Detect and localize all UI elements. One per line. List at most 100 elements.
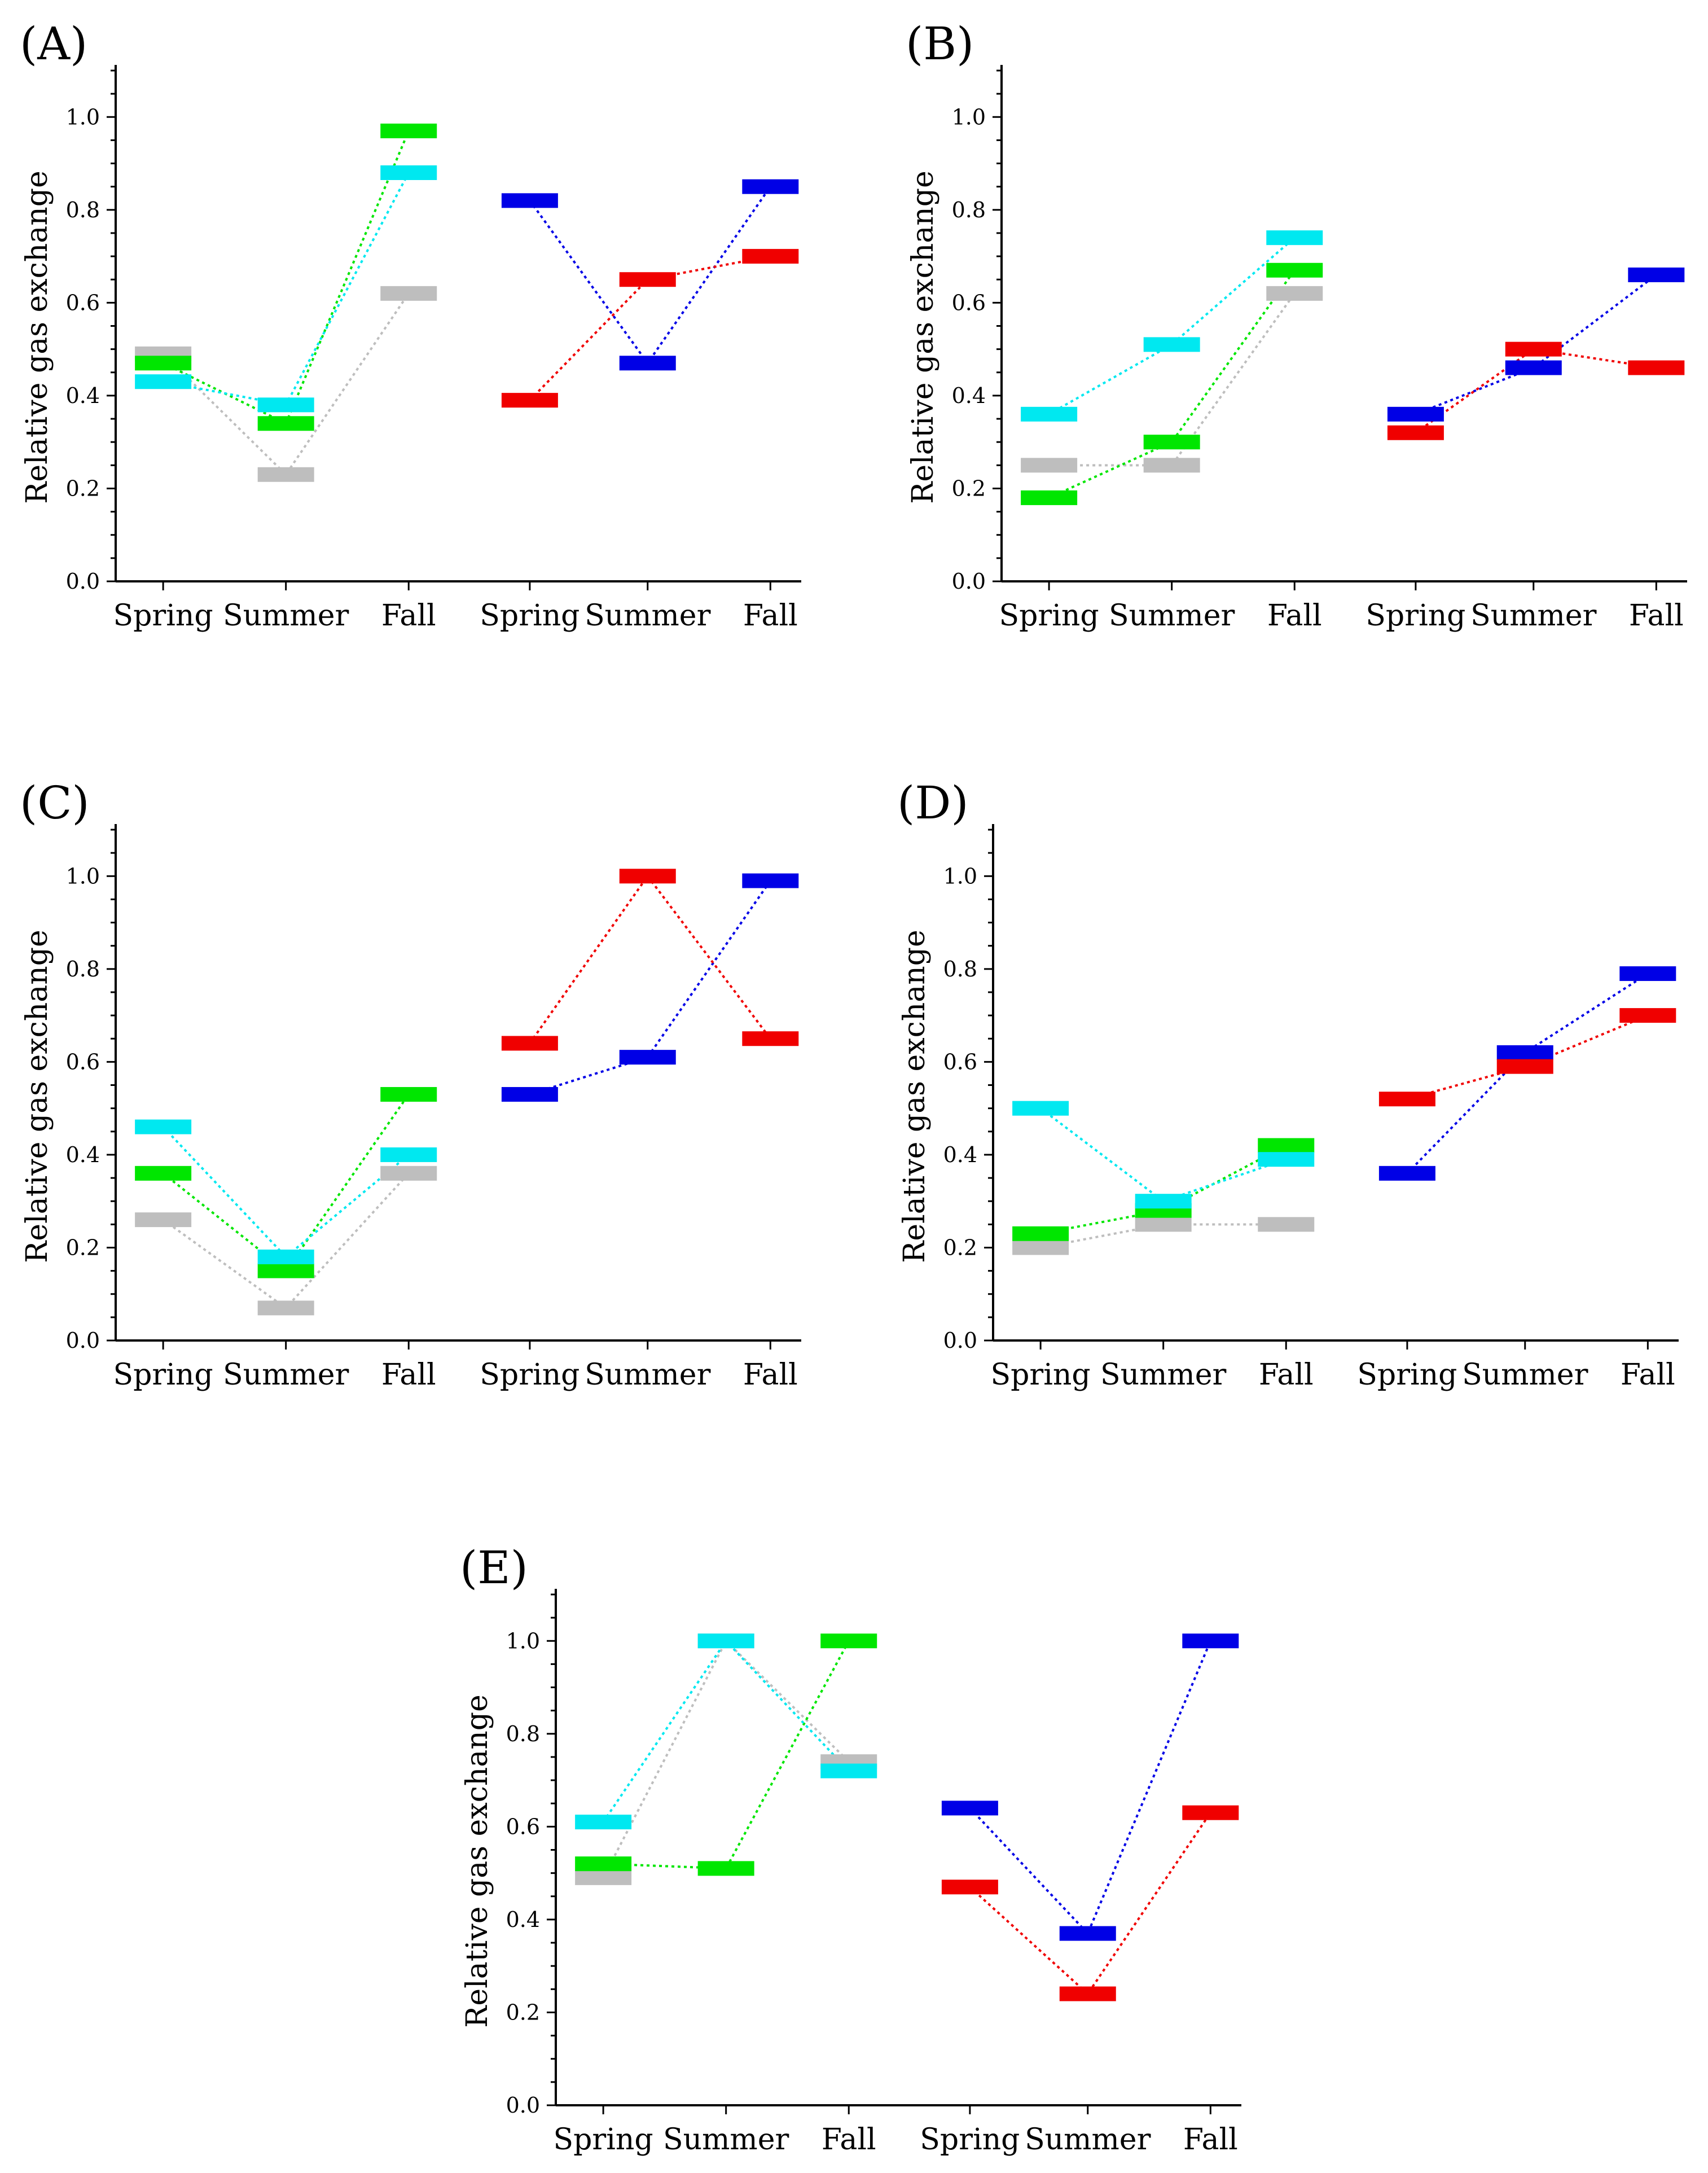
panel-b-y-tick-label: 0.6 [952,290,986,315]
panel-c-series-blue-marker [742,873,799,888]
panel-a-series-cyan-marker [257,397,314,413]
panel-b-series-cyan-marker [1266,230,1323,246]
panel-c-category-label: Fall [743,1358,798,1392]
panel-c-y-tick-label: 0.0 [66,1328,100,1353]
panel-d-series-cyan-marker [1135,1194,1192,1209]
panel-d-y-tick-label: 0.8 [943,957,977,982]
panel-b-y-tick-label: 0.0 [952,569,986,594]
panel-a-category-label: Summer [223,599,349,633]
panel-a-series-gray-marker [380,286,437,301]
panel-d-y-tick-label: 0.0 [943,1328,977,1353]
panel-d-category-label: Spring [1357,1358,1457,1392]
panel-c-series-green-marker [380,1086,437,1102]
panel-b-category-label: Spring [1365,599,1465,633]
panel-d-category-label: Spring [991,1358,1091,1392]
panel-a-series-green-marker [380,123,437,138]
panel-c-category-label: Spring [113,1358,213,1392]
panel-c-label: (C) [20,777,90,829]
panel-a-series-blue-marker [619,356,676,371]
panel-a-series-blue-marker [742,179,799,194]
panel-c: (C) 0.0 0.2 0.4 0.6 0.8 1.0 Relative gas exchan… [20,777,801,1392]
panel-d-series-blue-marker [1619,966,1676,982]
panel-c-series-red-marker [742,1031,799,1046]
panel-a-series-green-marker [257,416,314,431]
panel-e-category-label: Spring [920,2123,1020,2157]
panel-e: (E) 0.0 0.2 0.4 0.6 0.8 1.0 Relative gas exchan… [460,1541,1241,2157]
panel-b-series-green-marker [1143,435,1200,450]
panel-d-y-tick-label: 0.2 [943,1235,977,1260]
panel-a-category-label: Spring [480,599,579,633]
panel-c-series-red-marker [501,1036,558,1051]
panel-c-series-gray-marker [257,1300,314,1316]
panel-b-series-cyan-marker [1143,337,1200,352]
panel-d-series-cyan-line [1039,1107,1287,1203]
panel-e-category-label: Summer [663,2123,789,2157]
panel-c-series-cyan-marker [135,1119,192,1134]
panel-b-y-tick-label: 0.8 [952,198,986,222]
panel-a-y-tick-label: 1.0 [66,104,100,129]
panel-b-series-green-line [1048,269,1296,499]
panel-c-category-label: Fall [381,1358,436,1392]
panel-e-y-tick-label: 0.8 [506,1721,540,1746]
panel-a-series-red-marker [501,393,558,408]
panel-d-series-gray-marker [1135,1217,1192,1232]
panel-d-series-red-marker [1496,1059,1553,1074]
panel-c-series-blue-marker [501,1086,558,1102]
panel-c-y-tick-label: 0.8 [66,957,100,982]
panel-b-series-gray-marker [1266,286,1323,301]
panel-e-label: (E) [460,1541,528,1594]
panel-e-series-cyan-marker [697,1633,754,1649]
panel-d-label: (D) [897,777,969,829]
panel-a-label: (A) [20,17,87,70]
panel-e-series-red-marker [941,1880,998,1895]
panel-d-series-blue-marker [1496,1045,1553,1060]
panel-d-series-red-marker [1619,1008,1676,1023]
panel-b-series-green-marker [1266,262,1323,278]
panel-a-series-gray-marker [257,467,314,482]
panel-c-series-gray-marker [380,1166,437,1181]
panel-b-series-blue-marker [1505,360,1562,375]
panel-c-category-label: Summer [223,1358,349,1392]
panel-d: (D) 0.0 0.2 0.4 0.6 0.8 1.0 Relative gas exchan… [897,777,1679,1392]
panel-e-series-red-marker [1059,1986,1116,2001]
panel-b-series-gray-marker [1143,458,1200,473]
panel-e-series-green-marker [575,1856,632,1872]
panel-e-category-label: Fall [1183,2123,1238,2157]
panel-b-y-tick-label: 0.4 [952,383,986,408]
panel-c-series-gray-marker [135,1212,192,1228]
panel-a-y-tick-label: 0.2 [66,476,100,501]
panel-a-series-cyan-marker [135,374,192,389]
panel-e-series-cyan-marker [575,1815,632,1830]
panel-c-series-cyan-marker [380,1147,437,1162]
panel-e-y-tick-label: 0.4 [506,1907,540,1932]
panel-d-series-cyan-marker [1012,1101,1069,1116]
panel-e-series-blue-marker [1059,1926,1116,1941]
panel-c-category-label: Summer [585,1358,711,1392]
panel-c-y-tick-label: 0.2 [66,1235,100,1260]
panel-c-category-label: Spring [480,1358,579,1392]
panel-e-series-cyan-marker [820,1763,877,1778]
panel-b-category-label: Summer [1470,599,1597,633]
panel-a-series-gray-line [162,292,410,476]
panel-c-series-green-marker [257,1263,314,1278]
panel-d-category-label: Fall [1621,1358,1675,1392]
panel-a-series-green-marker [135,356,192,371]
panel-a-series-blue-marker [501,193,558,208]
panel-e-y-tick-label: 1.0 [506,1628,540,1653]
panel-c-y-tick-label: 0.6 [66,1049,100,1074]
panel-e-y-tick-label: 0.2 [506,2000,540,2025]
panel-c-series-red-line [529,874,771,1044]
panel-a: (A) 0.0 0.2 0.4 0.6 0.8 1.0 Relative gas exchan… [20,17,801,633]
panel-c-series-green-line [162,1093,410,1273]
panel-d-category-label: Summer [1100,1358,1227,1392]
panel-e-series-blue-line [969,1640,1212,1936]
panel-d-series-blue-marker [1378,1166,1435,1181]
panel-d-y-tick-label: 0.4 [943,1142,977,1167]
panel-d-series-gray-marker [1012,1240,1069,1255]
panel-b-series-red-marker [1628,360,1685,375]
panel-a-series-cyan-marker [380,165,437,180]
panel-e-series-gray-line [602,1638,850,1878]
panel-c-y-tick-label: 1.0 [66,864,100,888]
panel-a-category-label: Fall [743,599,798,633]
